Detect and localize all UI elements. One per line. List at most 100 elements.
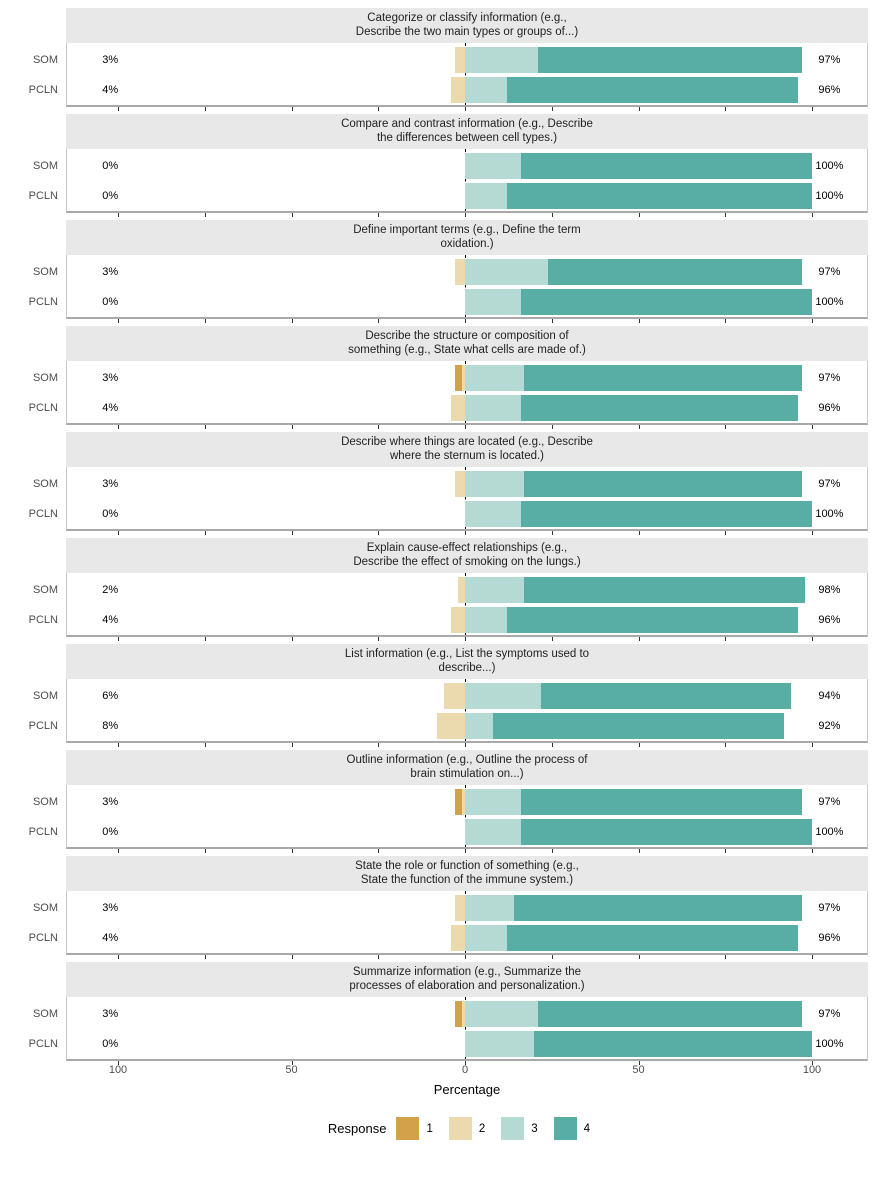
legend-item-label-2: 2 xyxy=(478,1122,486,1135)
bar-segment-response-3 xyxy=(465,713,493,739)
legend-swatch-4 xyxy=(553,1117,577,1140)
x-axis-tick xyxy=(812,955,813,959)
x-axis-tick xyxy=(378,213,380,217)
bar-segment-response-1 xyxy=(454,789,462,815)
row-label-pcln: PCLN xyxy=(28,1038,58,1050)
bar-segment-response-3 xyxy=(465,395,521,421)
likert-diverging-bar-chart: Categorize or classify information (e.g.… xyxy=(0,8,874,1154)
value-label-right: 94% xyxy=(818,690,841,702)
value-label-left: 0% xyxy=(102,508,119,520)
x-axis-tick xyxy=(204,319,206,323)
value-label-right: 100% xyxy=(815,508,844,520)
legend-item-label-4: 4 xyxy=(583,1122,591,1135)
row-label-som: SOM xyxy=(32,1008,58,1020)
zero-reference-line xyxy=(465,891,466,953)
x-axis-tick-label: 0 xyxy=(461,1064,469,1076)
facet-title-line1: Summarize information (e.g., Summarize t… xyxy=(352,966,582,978)
legend-swatch-1 xyxy=(396,1117,420,1140)
x-axis-tick-label: 100 xyxy=(108,1064,128,1076)
x-axis-tick xyxy=(812,531,813,535)
value-label-right: 97% xyxy=(818,902,841,914)
value-label-left: 3% xyxy=(102,1008,119,1020)
x-axis-tick xyxy=(465,743,466,747)
value-label-right: 100% xyxy=(815,826,844,838)
bar-segment-response-2 xyxy=(458,577,465,603)
legend-swatch-3 xyxy=(501,1117,525,1140)
value-label-right: 100% xyxy=(815,1038,844,1050)
row-label-pcln: PCLN xyxy=(28,932,58,944)
x-axis-tick xyxy=(638,425,640,429)
x-axis-tick xyxy=(378,319,380,323)
x-axis-tick xyxy=(725,531,727,535)
bar-segment-response-2 xyxy=(454,895,465,921)
facet-title-line1: Describe where things are located (e.g.,… xyxy=(341,436,593,448)
facet-panel-7: List information (e.g., List the symptom… xyxy=(29,644,868,747)
facet-plot: SOM 3% 97% PCLN 0% 100% xyxy=(29,255,868,323)
zero-reference-line xyxy=(465,149,466,211)
bar-segment-response-4 xyxy=(513,895,802,921)
x-axis-tick xyxy=(638,531,640,535)
x-axis-tick-label: 50 xyxy=(632,1064,645,1076)
facet-title-line2: processes of elaboration and personaliza… xyxy=(349,980,585,992)
bar-segment-response-3 xyxy=(465,77,507,103)
bar-segment-response-3 xyxy=(465,819,521,845)
row-label-pcln: PCLN xyxy=(28,190,58,202)
x-axis-tick xyxy=(638,743,640,747)
bar-segment-response-2 xyxy=(461,1001,465,1027)
value-label-right: 96% xyxy=(818,614,841,626)
x-axis-tick xyxy=(118,531,119,535)
bar-segment-response-4 xyxy=(506,183,812,209)
value-label-right: 98% xyxy=(818,584,841,596)
x-axis-tick xyxy=(291,849,293,853)
x-axis-tick xyxy=(291,1061,293,1065)
x-axis-tick xyxy=(725,319,727,323)
x-axis-tick xyxy=(638,955,640,959)
facet-plot: SOM 3% 97% PCLN 0% 100% xyxy=(29,467,868,535)
x-axis-tick xyxy=(812,1061,813,1065)
facet-title-line2: the differences between cell types.) xyxy=(376,132,558,144)
x-axis-tick xyxy=(465,319,466,323)
value-label-right: 96% xyxy=(818,932,841,944)
value-label-right: 97% xyxy=(818,372,841,384)
facet-panel-3: Define important terms (e.g., Define the… xyxy=(29,220,868,323)
legend: Response 1 2 3 4 xyxy=(67,1117,867,1154)
x-axis-tick xyxy=(551,955,553,959)
x-axis-tick xyxy=(465,531,466,535)
x-axis-tick xyxy=(812,637,813,641)
value-label-right: 97% xyxy=(818,796,841,808)
row-label-som: SOM xyxy=(32,372,58,384)
facet-title-line2: State the function of the immune system.… xyxy=(360,874,574,886)
value-label-right: 97% xyxy=(818,478,841,490)
facet-title-line2: brain stimulation on...) xyxy=(410,768,524,780)
x-axis-tick xyxy=(378,531,380,535)
bar-segment-response-4 xyxy=(523,365,802,391)
facet-plot: SOM 6% 94% PCLN 8% 92% xyxy=(29,679,868,747)
bar-segment-response-4 xyxy=(506,607,799,633)
x-axis-tick xyxy=(118,107,119,111)
value-label-right: 92% xyxy=(818,720,841,732)
x-axis-tick xyxy=(551,107,553,111)
x-axis-tick xyxy=(378,743,380,747)
bar-segment-response-2 xyxy=(461,365,465,391)
zero-reference-line xyxy=(465,361,466,423)
value-label-left: 3% xyxy=(102,796,119,808)
bar-segment-response-3 xyxy=(465,1031,535,1057)
bar-segment-response-2 xyxy=(454,47,465,73)
row-label-som: SOM xyxy=(32,160,58,172)
bar-segment-response-3 xyxy=(465,183,507,209)
x-axis-tick xyxy=(551,637,553,641)
zero-reference-line xyxy=(465,467,466,529)
facet-title-line1: Describe the structure or composition of xyxy=(365,330,569,342)
bar-segment-response-2 xyxy=(461,789,465,815)
value-label-left: 3% xyxy=(102,266,119,278)
x-axis-tick xyxy=(465,425,466,429)
legend-item-label-3: 3 xyxy=(531,1122,538,1135)
facet-plot: SOM 2% 98% PCLN 4% 96% xyxy=(29,573,868,641)
value-label-left: 4% xyxy=(102,84,119,96)
facet-title-line1: Compare and contrast information (e.g., … xyxy=(341,118,593,130)
x-axis-tick xyxy=(812,319,813,323)
x-axis-tick xyxy=(378,637,380,641)
facet-panel-10: Summarize information (e.g., Summarize t… xyxy=(29,962,868,1065)
x-axis-tick xyxy=(378,955,380,959)
facet-title-line2: describe...) xyxy=(438,662,496,674)
